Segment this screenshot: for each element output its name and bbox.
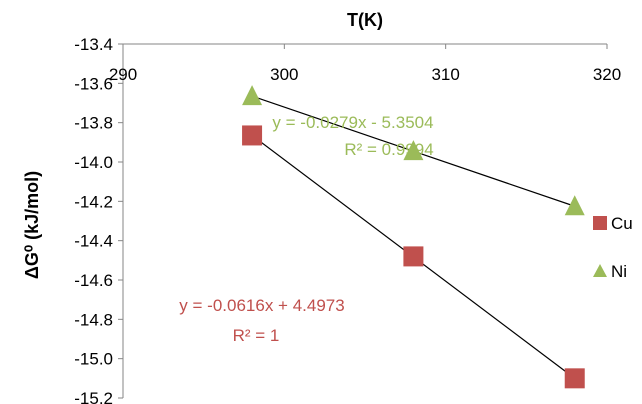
legend-cu-label: Cu — [611, 214, 633, 233]
trendlines — [251, 95, 576, 379]
y-tick-label: -13.6 — [74, 74, 113, 93]
y-axis-ticks: -13.4 -13.6 -13.8 -14.0 -14.2 -14.4 -14.6 -14.8… — [74, 35, 123, 404]
y-tick-label: -13.8 — [74, 114, 113, 133]
x-axis-title: T(K) — [347, 10, 383, 30]
x-tick-label: 310 — [431, 65, 459, 84]
y-tick-label: -14.0 — [74, 153, 113, 172]
cu-data-point — [403, 246, 424, 267]
data-points — [242, 85, 585, 389]
legend: Cu Ni — [593, 214, 633, 281]
legend-ni-label: Ni — [611, 262, 627, 281]
y-tick-label: -14.2 — [74, 192, 113, 211]
cu-data-point — [242, 125, 263, 146]
y-axis-title: ΔG⁰ (kJ/mol) — [22, 171, 42, 279]
ni-trendline-r2: R² = 0.9994 — [344, 140, 433, 159]
y-tick-label: -14.6 — [74, 271, 113, 290]
y-tick-label: -13.4 — [74, 35, 113, 54]
y-tick-label: -14.8 — [74, 310, 113, 329]
y-tick-label: -15.0 — [74, 350, 113, 369]
y-tick-label: -14.4 — [74, 232, 113, 251]
x-tick-label: 320 — [593, 65, 621, 84]
ni-data-point — [242, 85, 263, 106]
trendline-annotations: y = -0.0279x - 5.3504 R² = 0.9994 y = -0… — [179, 113, 433, 345]
ni-data-point — [403, 140, 424, 161]
cu-trendline-r2: R² = 1 — [233, 326, 280, 345]
legend-ni-marker — [593, 264, 607, 277]
legend-cu-marker — [593, 216, 607, 230]
cu-data-point — [564, 368, 585, 389]
plot-area — [122, 43, 607, 398]
ni-data-point — [564, 195, 585, 216]
x-axis-ticks: 290 300 310 320 — [109, 44, 621, 84]
cu-trendline-equation: y = -0.0616x + 4.4973 — [179, 296, 344, 315]
y-tick-label: -15.2 — [74, 389, 113, 404]
x-tick-label: 290 — [109, 65, 137, 84]
x-tick-label: 300 — [270, 65, 298, 84]
ni-trendline-equation: y = -0.0279x - 5.3504 — [272, 113, 433, 132]
